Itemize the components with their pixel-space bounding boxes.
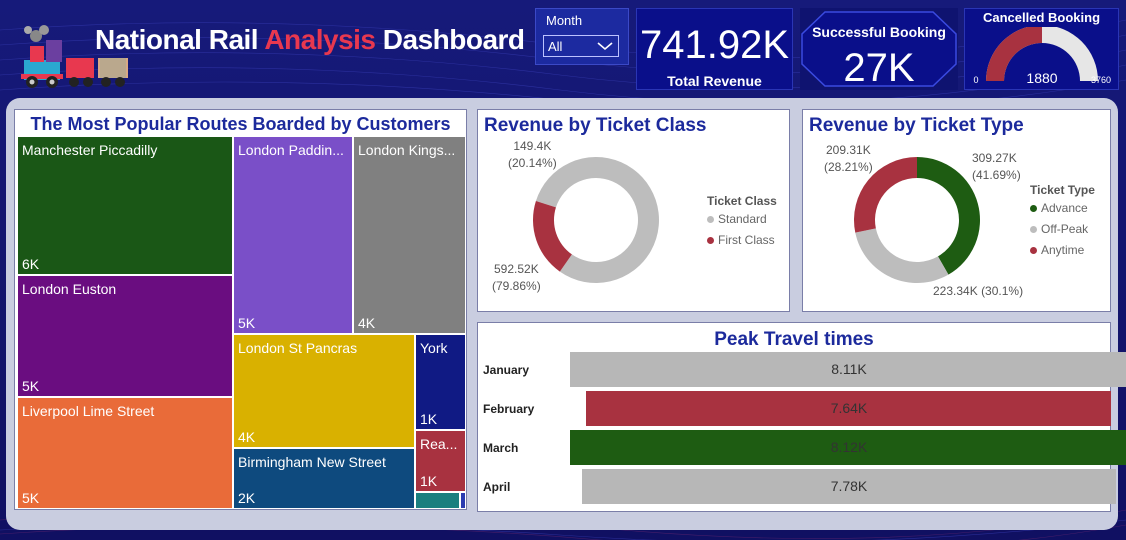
legend-off-peak[interactable]: Off-Peak <box>1030 222 1088 236</box>
peak-bar-april[interactable]: 7.78K <box>581 469 1117 504</box>
tile-london-kings-cross[interactable]: London Kings... 4K <box>353 136 466 334</box>
month-dropdown[interactable]: All <box>543 35 619 57</box>
gauge-min: 0 <box>973 75 978 85</box>
month-filter-label: Month <box>546 13 583 28</box>
ticket-type-title: Revenue by Ticket Type <box>809 115 1024 136</box>
row-label-april: April <box>483 480 511 494</box>
peak-bar-value-april: 7.78K <box>830 478 868 494</box>
peak-bar-march[interactable]: 8.12K <box>570 430 1126 465</box>
ticket-class-title: Revenue by Ticket Class <box>484 115 707 136</box>
donut-slice-anytime[interactable] <box>854 157 917 233</box>
tile-london-st-pancras[interactable]: London St Pancras 4K <box>233 334 415 448</box>
cancelled-booking-gauge: 1880 0 3760 <box>973 27 1111 86</box>
donut-slice-first-class[interactable] <box>533 201 572 272</box>
anytime-data-label: 209.31K (28.21%) <box>824 143 873 174</box>
tile-manchester-piccadilly[interactable]: Manchester Piccadilly 6K <box>17 136 233 275</box>
row-label-february: February <box>483 402 535 416</box>
peak-bar-february[interactable]: 7.64K <box>586 391 1112 426</box>
total-revenue-value: 741.92K <box>639 23 790 67</box>
revenue-by-ticket-class-panel: Revenue by Ticket Class 149.4K (20.14%) 5… <box>477 109 790 312</box>
legend-advance[interactable]: Advance <box>1030 201 1088 215</box>
treemap-title: The Most Popular Routes Boarded by Custo… <box>30 114 451 134</box>
tile-reading[interactable]: Rea... 1K <box>415 430 466 492</box>
total-revenue-label: Total Revenue <box>667 73 762 89</box>
successful-booking-value: 27K <box>843 46 915 90</box>
tile-york[interactable]: York 1K <box>415 334 466 430</box>
donut-slice-standard[interactable] <box>535 157 659 283</box>
tile-liverpool-lime-street[interactable]: Liverpool Lime Street 5K <box>17 397 233 509</box>
peak-bar-value-january: 8.11K <box>831 361 867 377</box>
successful-booking-label: Successful Booking <box>812 24 946 40</box>
tile-birmingham-new-street[interactable]: Birmingham New Street 2K <box>233 448 415 509</box>
peak-bar-value-march: 8.12K <box>830 439 868 455</box>
total-revenue-card: 741.92K Total Revenue <box>636 8 793 90</box>
chevron-down-icon <box>597 42 613 51</box>
month-filter: Month All <box>535 8 629 65</box>
cancelled-booking-card: Cancelled Booking 1880 0 3760 <box>964 8 1119 90</box>
legend-standard[interactable]: Standard <box>707 212 767 226</box>
peak-bar-value-february: 7.64K <box>830 400 868 416</box>
standard-data-label: 592.52K (79.86%) <box>492 262 541 293</box>
tile-small-teal[interactable] <box>415 492 460 509</box>
ticket-type-legend-title: Ticket Type <box>1030 183 1095 197</box>
ticket-type-donut <box>854 157 980 283</box>
revenue-by-ticket-type-panel: Revenue by Ticket Type 209.31K (28.21%) 3… <box>802 109 1111 312</box>
legend-first-class[interactable]: First Class <box>707 233 775 247</box>
popular-routes-treemap: The Most Popular Routes Boarded by Custo… <box>14 109 467 510</box>
peak-travel-times-panel: Peak Travel times January February March… <box>477 322 1126 512</box>
train-icon <box>21 25 128 88</box>
ticket-class-legend-title: Ticket Class <box>707 194 777 208</box>
peak-bar-january[interactable]: 8.11K <box>570 352 1126 387</box>
header: National Rail Analysis Dashboard Month A… <box>0 0 1126 100</box>
tile-london-euston[interactable]: London Euston 5K <box>17 275 233 397</box>
successful-booking-card: Successful Booking 27K <box>800 8 958 90</box>
off-peak-data-label: 223.34K (30.1%) <box>933 284 1024 298</box>
legend-anytime[interactable]: Anytime <box>1030 243 1084 257</box>
ticket-class-donut <box>533 157 659 283</box>
dashboard-title: National Rail Analysis Dashboard <box>95 24 525 55</box>
gauge-value: 1880 <box>1026 70 1057 86</box>
first-class-data-label: 149.4K (20.14%) <box>508 139 557 170</box>
month-dropdown-value: All <box>548 39 563 54</box>
peak-travel-title: Peak Travel times <box>714 329 874 350</box>
gauge-max: 3760 <box>1091 75 1111 85</box>
tile-london-paddington[interactable]: London Paddin... 5K <box>233 136 353 334</box>
octagon-shape <box>801 11 957 87</box>
advance-data-label: 309.27K (41.69%) <box>972 151 1021 182</box>
tile-small-blue[interactable] <box>460 492 466 509</box>
cancelled-booking-label: Cancelled Booking <box>982 10 1101 25</box>
donut-slice-advance[interactable] <box>917 157 980 275</box>
donut-slice-off-peak[interactable] <box>855 228 949 283</box>
row-label-january: January <box>483 363 530 377</box>
row-label-march: March <box>483 441 519 455</box>
